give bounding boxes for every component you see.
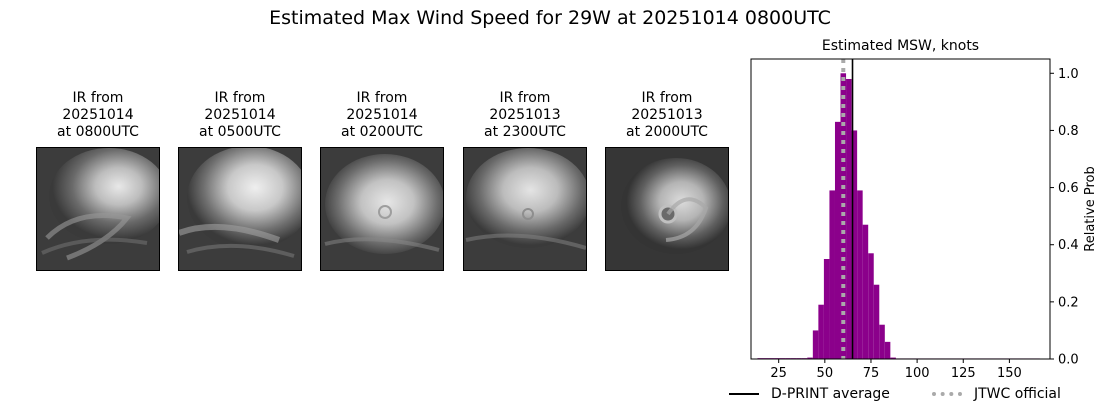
ir-caption-time: at 0200UTC xyxy=(341,124,423,140)
ir-caption-time: at 0500UTC xyxy=(199,124,281,140)
ir-caption-line: IR from xyxy=(641,90,693,106)
x-tick-label: 125 xyxy=(951,366,976,381)
ir-caption-date: 20251014 xyxy=(346,107,418,123)
histogram-bar xyxy=(846,79,852,359)
y-tick-label: 0.6 xyxy=(1058,181,1079,196)
ir-caption-date: 20251013 xyxy=(489,107,561,123)
histogram-bar xyxy=(818,304,824,359)
chart-title: Estimated MSW, knots xyxy=(822,38,979,54)
ir-panel: IR from 20251014 at 0200UTC xyxy=(318,90,446,271)
ir-satellite-image xyxy=(178,147,302,271)
histogram-bar xyxy=(840,73,847,360)
ir-caption-line: IR from xyxy=(72,90,124,106)
ir-caption: IR from 20251014 at 0500UTC xyxy=(176,90,304,142)
y-tick-label: 0.8 xyxy=(1058,124,1079,139)
y-tick-label: 0.0 xyxy=(1058,353,1079,368)
legend-item-dprint: D-PRINT average xyxy=(729,386,890,402)
ir-caption-time: at 2000UTC xyxy=(626,124,708,140)
histogram-bar xyxy=(879,324,885,359)
histogram-bar xyxy=(812,330,819,359)
histogram-bar xyxy=(823,259,830,359)
x-tick-label: 75 xyxy=(863,366,880,381)
ir-caption-line: IR from xyxy=(356,90,408,106)
y-tick-label: 0.2 xyxy=(1058,295,1079,310)
y-axis-label: Relative Prob xyxy=(1083,166,1098,251)
ir-panel: IR from 20251013 at 2300UTC xyxy=(461,90,589,271)
figure-title: Estimated Max Wind Speed for 29W at 2025… xyxy=(269,7,831,29)
ir-caption-date: 20251014 xyxy=(204,107,276,123)
ir-caption: IR from 20251014 at 0800UTC xyxy=(34,90,162,142)
x-tick-label: 100 xyxy=(905,366,930,381)
ir-caption: IR from 20251013 at 2300UTC xyxy=(461,90,589,142)
plot-frame xyxy=(750,58,1051,360)
ir-caption: IR from 20251014 at 0200UTC xyxy=(318,90,446,142)
x-tick-label: 25 xyxy=(770,366,787,381)
ir-panel: IR from 20251014 at 0500UTC xyxy=(176,90,304,271)
y-tick-label: 1.0 xyxy=(1058,67,1079,82)
ir-satellite-image xyxy=(463,147,587,271)
ir-caption-line: IR from xyxy=(499,90,551,106)
ir-caption-date: 20251013 xyxy=(631,107,703,123)
ir-panel: IR from 20251013 at 2000UTC xyxy=(603,90,731,271)
ir-satellite-image xyxy=(320,147,444,271)
histogram-bar xyxy=(807,357,813,359)
ir-caption-date: 20251014 xyxy=(62,107,134,123)
ir-caption-line: IR from xyxy=(214,90,266,106)
histogram-bar xyxy=(851,130,858,359)
histogram-bar xyxy=(873,284,880,359)
histogram-bar xyxy=(862,224,869,359)
ir-satellite-image xyxy=(605,147,729,271)
histogram-bar xyxy=(884,341,891,359)
ir-caption: IR from 20251013 at 2000UTC xyxy=(603,90,731,142)
y-tick-label: 0.4 xyxy=(1058,238,1079,253)
x-tick-label: 150 xyxy=(997,366,1022,381)
histogram-bar xyxy=(868,253,874,359)
histogram-bar xyxy=(890,357,896,359)
ir-satellite-image xyxy=(36,147,160,271)
ir-caption-time: at 2300UTC xyxy=(484,124,566,140)
ir-panel: IR from 20251014 at 0800UTC xyxy=(34,90,162,271)
histogram-bar xyxy=(857,190,863,359)
ir-caption-time: at 0800UTC xyxy=(57,124,139,140)
legend-label: JTWC official xyxy=(974,386,1061,402)
x-tick-label: 50 xyxy=(817,366,834,381)
legend-label: D-PRINT average xyxy=(771,386,890,402)
legend-item-jtwc: JTWC official xyxy=(932,386,1061,402)
solid-line-swatch xyxy=(729,393,759,395)
histogram-bar xyxy=(829,190,835,359)
dotted-line-swatch xyxy=(932,392,962,396)
histogram-bar xyxy=(834,121,841,359)
